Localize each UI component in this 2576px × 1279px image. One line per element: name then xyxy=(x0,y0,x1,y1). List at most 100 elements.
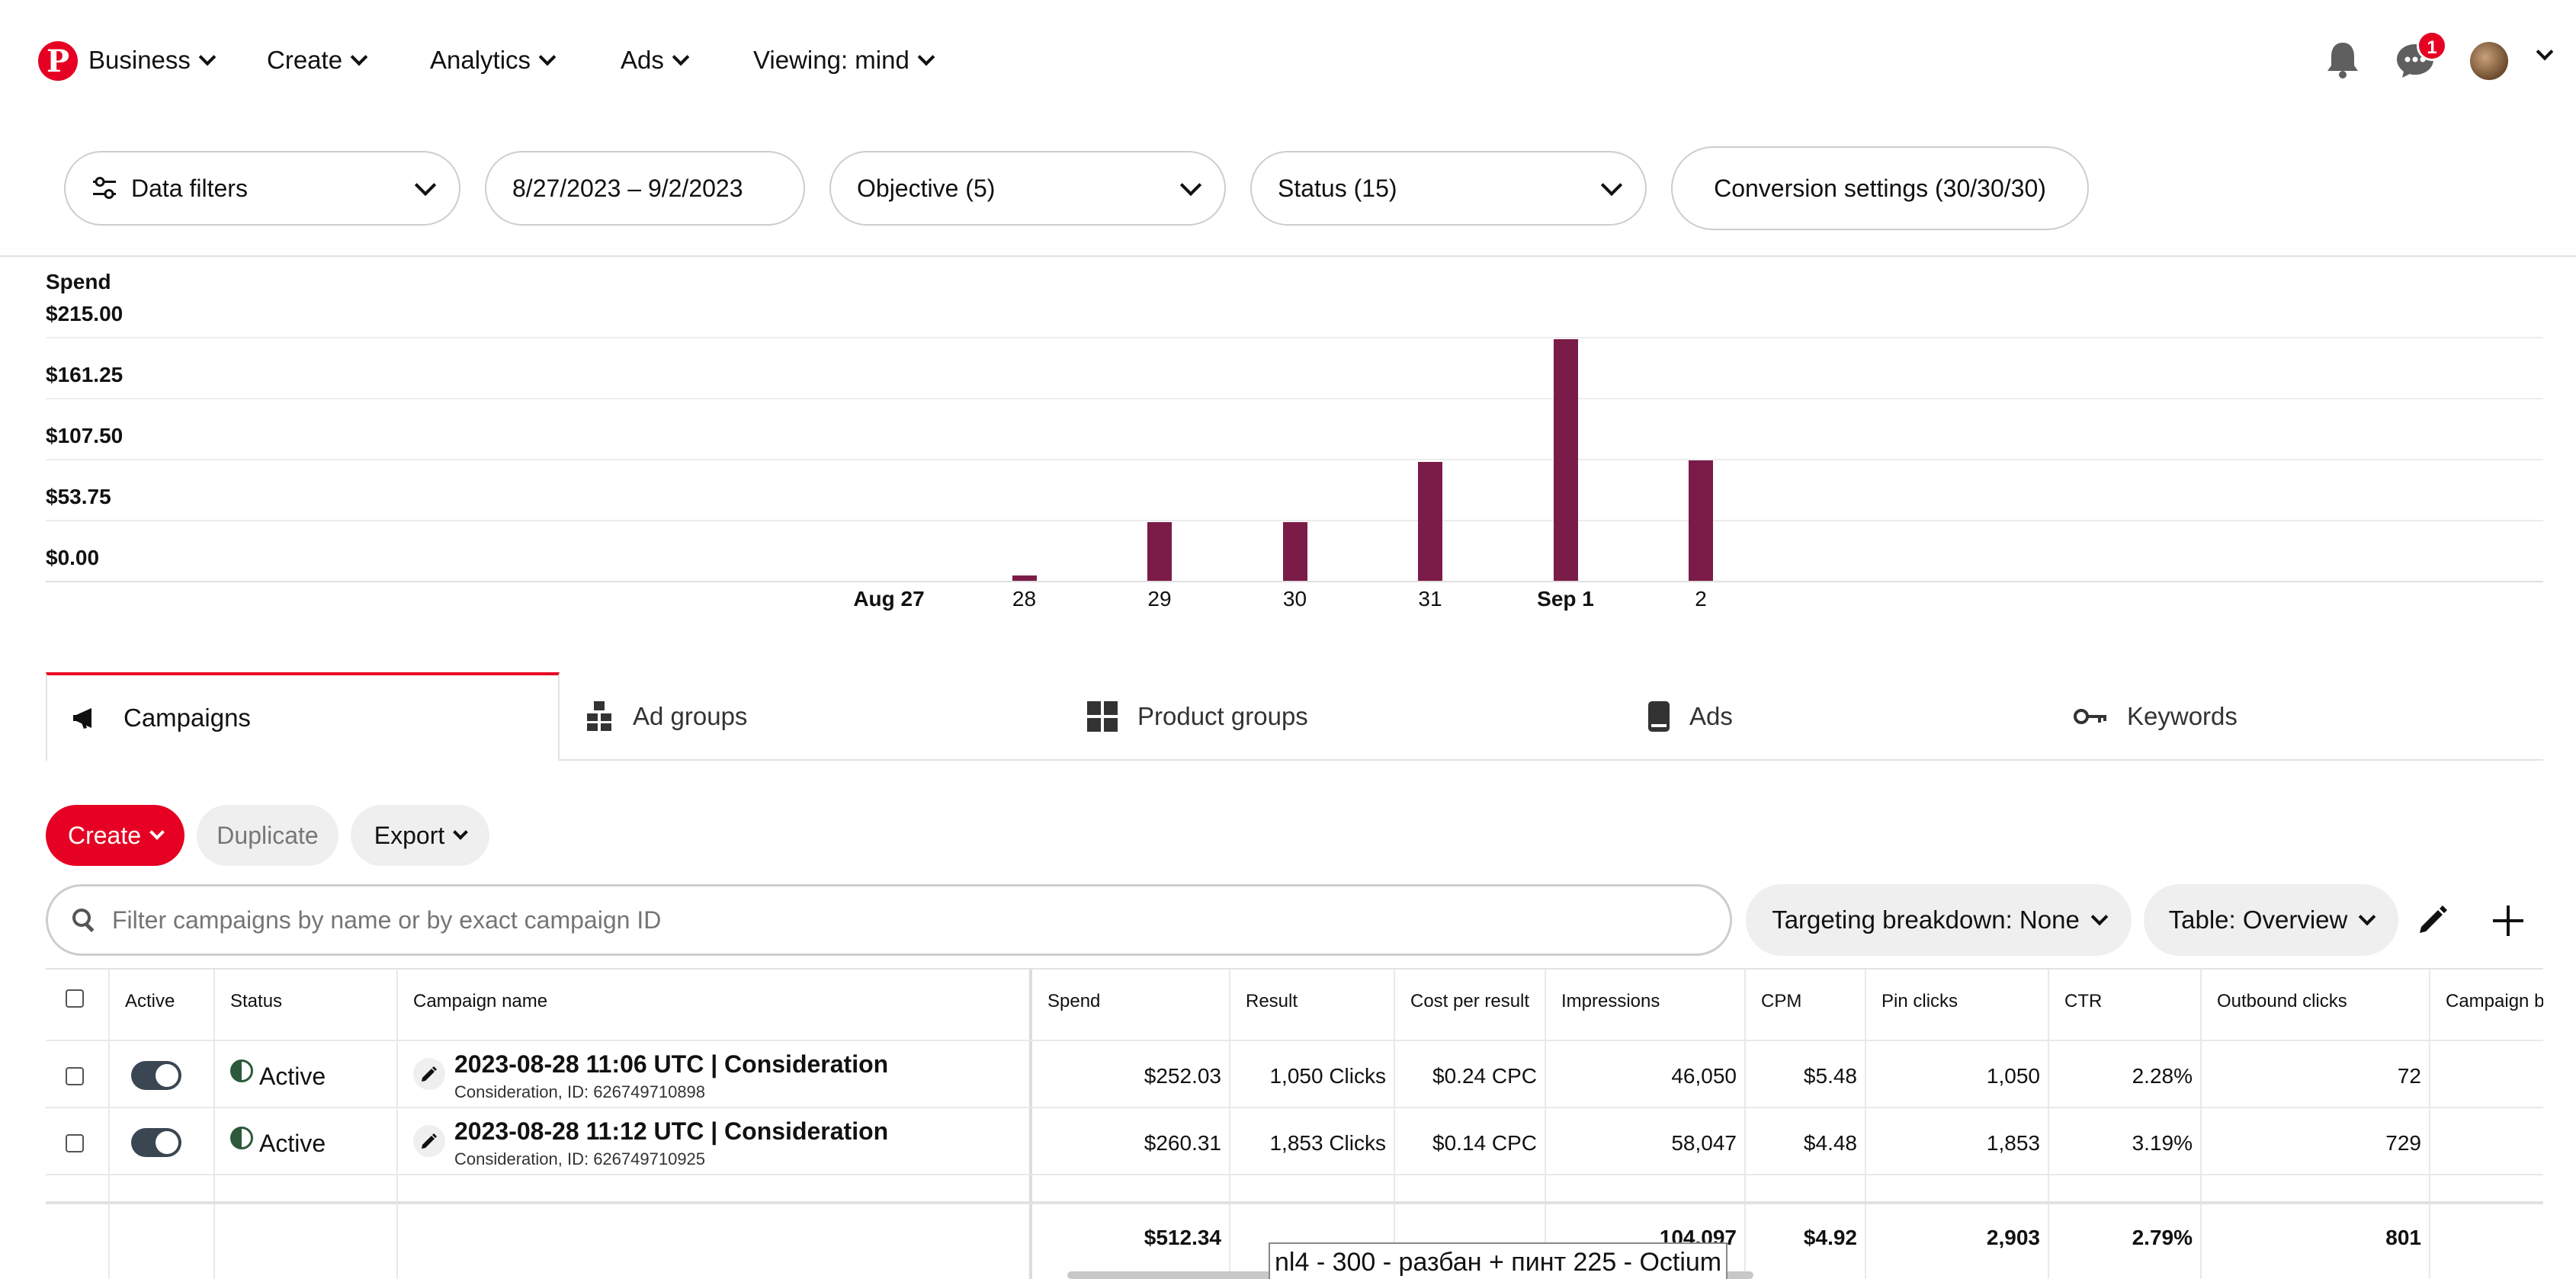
impressions-cell: 58,047 xyxy=(1671,1131,1737,1155)
edit-pencil-icon[interactable] xyxy=(413,1125,445,1157)
data-filters-dropdown[interactable]: Data filters xyxy=(64,151,460,226)
chevron-down-icon xyxy=(2090,908,2109,926)
spend-cell: $252.03 xyxy=(1144,1064,1221,1088)
header-result[interactable]: Result xyxy=(1246,991,1298,1011)
chevron-down-icon xyxy=(2359,908,2376,926)
nav-viewing-account[interactable]: Viewing: mind xyxy=(753,46,935,75)
header-campaign-budget[interactable]: Campaign b xyxy=(2446,991,2543,1011)
megaphone-icon xyxy=(73,708,91,729)
cost-per-result-cell: $0.24 CPC xyxy=(1432,1064,1537,1088)
pin-clicks-cell: 1,050 xyxy=(1986,1064,2040,1088)
y-tick-label: $215.00 xyxy=(46,302,124,325)
nav-business[interactable]: Business xyxy=(88,46,217,75)
active-toggle[interactable] xyxy=(131,1061,181,1090)
table-view-dropdown[interactable]: Table: Overview xyxy=(2144,884,2398,956)
chevron-down-icon xyxy=(1179,174,1202,197)
header-spend[interactable]: Spend xyxy=(1047,991,1101,1011)
outbound-clicks-cell: 72 xyxy=(2397,1064,2421,1088)
export-button[interactable]: Export xyxy=(351,805,489,866)
chevron-down-icon xyxy=(453,825,469,840)
chevron-down-icon xyxy=(149,825,165,840)
nav-analytics[interactable]: Analytics xyxy=(430,46,557,75)
result-cell: 1,853 Clicks xyxy=(1269,1131,1386,1155)
duplicate-button[interactable]: Duplicate xyxy=(197,805,338,866)
pin-clicks-cell: 1,853 xyxy=(1986,1131,2040,1155)
header-impressions[interactable]: Impressions xyxy=(1561,991,1660,1011)
status-dropdown[interactable]: Status (15) xyxy=(1250,151,1647,226)
chevron-down-icon xyxy=(350,48,368,66)
add-icon[interactable] xyxy=(2491,904,2525,938)
header-status[interactable]: Status xyxy=(230,991,283,1011)
y-tick-label: $0.00 xyxy=(46,546,100,569)
chart-bar[interactable] xyxy=(1553,338,1578,581)
impressions-cell: 46,050 xyxy=(1671,1064,1737,1088)
header-active[interactable]: Active xyxy=(125,991,175,1011)
x-tick-label: 30 xyxy=(1282,587,1307,611)
edit-pencil-icon[interactable] xyxy=(413,1058,445,1090)
spend-cell: $260.31 xyxy=(1144,1131,1221,1155)
hover-tooltip: nl4 - 300 - разбан + пинт 225 - Octium xyxy=(1269,1242,1728,1279)
grid-icon xyxy=(1087,701,1118,732)
tab-ad-groups[interactable]: Ad groups xyxy=(587,672,747,761)
row-checkbox[interactable] xyxy=(66,1134,84,1152)
header-ctr[interactable]: CTR xyxy=(2064,991,2103,1011)
chart-title: Spend xyxy=(46,270,111,293)
phone-icon xyxy=(1648,701,1670,732)
gridline xyxy=(46,459,2543,460)
chevron-down-icon xyxy=(672,48,690,66)
total-cpm: $4.92 xyxy=(1803,1226,1857,1249)
ctr-cell: 3.19% xyxy=(2132,1131,2193,1155)
select-all-checkbox[interactable] xyxy=(66,989,84,1008)
y-tick-label: $161.25 xyxy=(46,363,124,386)
header-outbound-clicks[interactable]: Outbound clicks xyxy=(2217,991,2347,1011)
result-cell: 1,050 Clicks xyxy=(1269,1064,1386,1088)
tab-campaigns[interactable]: Campaigns xyxy=(46,672,560,761)
conversion-settings-button[interactable]: Conversion settings (30/30/30) xyxy=(1671,146,2089,230)
campaign-subtitle: Consideration, ID: 626749710925 xyxy=(454,1149,706,1168)
header-pin-clicks[interactable]: Pin clicks xyxy=(1881,991,1958,1011)
status-text: Active xyxy=(259,1063,326,1090)
chart-bar[interactable] xyxy=(1282,521,1307,581)
chevron-down-icon xyxy=(198,48,217,66)
search-input[interactable] xyxy=(112,906,1713,934)
ctr-cell: 2.28% xyxy=(2132,1064,2193,1088)
nav-ads[interactable]: Ads xyxy=(621,46,690,75)
nav-create[interactable]: Create xyxy=(267,46,368,75)
messages-badge: 1 xyxy=(2417,30,2447,61)
campaign-subtitle: Consideration, ID: 626749710898 xyxy=(454,1082,706,1101)
header-campaign-name[interactable]: Campaign name xyxy=(413,991,548,1011)
avatar[interactable] xyxy=(2470,42,2508,80)
account-menu-chevron-icon[interactable] xyxy=(2536,43,2554,61)
tab-product-groups[interactable]: Product groups xyxy=(1087,672,1308,761)
cpm-cell: $4.48 xyxy=(1803,1131,1857,1155)
edit-columns-pencil-icon[interactable] xyxy=(2418,904,2449,934)
row-checkbox[interactable] xyxy=(66,1067,84,1085)
chevron-down-icon xyxy=(1600,174,1623,197)
campaign-name-link[interactable]: 2023-08-28 11:12 UTC | Consideration xyxy=(454,1117,889,1145)
objective-dropdown[interactable]: Objective (5) xyxy=(829,151,1226,226)
filter-sliders-icon xyxy=(93,177,116,199)
campaign-name-link[interactable]: 2023-08-28 11:06 UTC | Consideration xyxy=(454,1050,889,1078)
create-campaign-button[interactable]: Create xyxy=(46,805,184,866)
x-tick-label: Aug 27 xyxy=(853,587,925,611)
filters-divider xyxy=(0,255,2576,257)
header-cpm[interactable]: CPM xyxy=(1761,991,1802,1011)
date-range-picker[interactable]: 8/27/2023 – 9/2/2023 xyxy=(485,151,805,226)
active-toggle[interactable] xyxy=(131,1128,181,1157)
tab-keywords[interactable]: Keywords xyxy=(2074,672,2238,761)
chart-bar[interactable] xyxy=(1418,461,1442,581)
total-ctr: 2.79% xyxy=(2132,1226,2193,1249)
chart-bar[interactable] xyxy=(1012,575,1037,581)
tab-ads[interactable]: Ads xyxy=(1648,672,1733,761)
x-tick-label: 31 xyxy=(1418,587,1442,611)
ad-groups-icon xyxy=(587,701,611,731)
header-cost-per-result[interactable]: Cost per result xyxy=(1410,991,1530,1011)
pinterest-logo[interactable]: P xyxy=(38,41,78,81)
entity-tabs: Campaigns Ad groups Product groups Ads K… xyxy=(46,672,2543,761)
targeting-breakdown-dropdown[interactable]: Targeting breakdown: None xyxy=(1746,884,2132,956)
notifications-bell-icon[interactable] xyxy=(2325,40,2360,79)
status-active-icon xyxy=(230,1059,253,1082)
chart-bar[interactable] xyxy=(1147,521,1172,581)
chevron-down-icon xyxy=(414,174,437,197)
chart-bar[interactable] xyxy=(1689,460,1713,581)
